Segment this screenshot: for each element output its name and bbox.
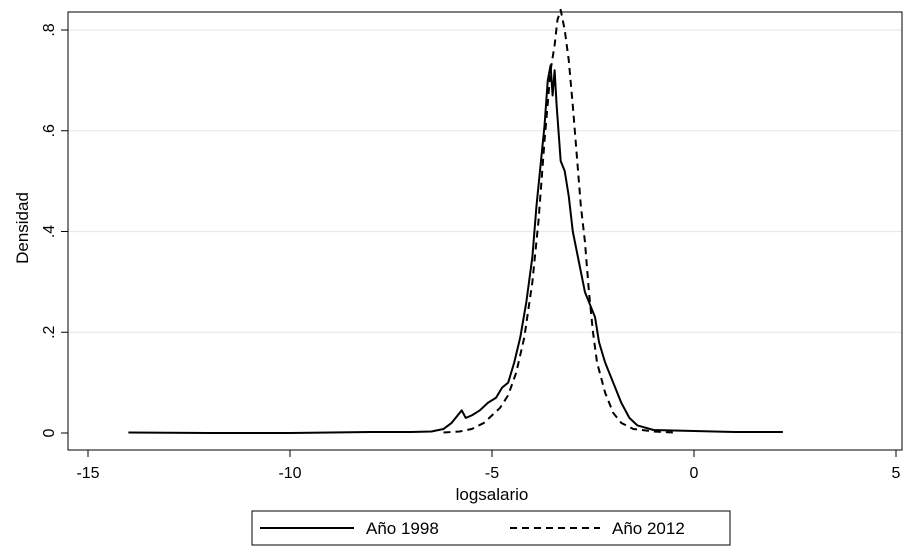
plot-area: 0 .2 .4 .6 .8 -15 -10 -5 0 5: [41, 8, 903, 482]
x-tick-label: 0: [690, 465, 699, 482]
series-line-a-o-1998: [128, 64, 783, 434]
legend-label-1: Año 1998: [366, 519, 439, 538]
y-tick-label: .4: [41, 225, 58, 238]
legend-label-2: Año 2012: [612, 519, 685, 538]
series-line-a-o-2012: [443, 8, 674, 434]
x-tick-label: -15: [76, 465, 99, 482]
y-tick-label: .2: [41, 325, 58, 338]
x-tick-label: -10: [278, 465, 301, 482]
x-tick-label: -5: [485, 465, 499, 482]
y-tick-label: 0: [41, 428, 58, 437]
x-axis-title: logsalario: [456, 485, 529, 504]
y-tick-label: .8: [41, 23, 58, 36]
y-axis-title: Densidad: [13, 192, 32, 264]
legend: Año 1998 Año 2012: [251, 510, 731, 546]
x-tick-label: 5: [892, 465, 901, 482]
y-tick-label: .6: [41, 124, 58, 137]
